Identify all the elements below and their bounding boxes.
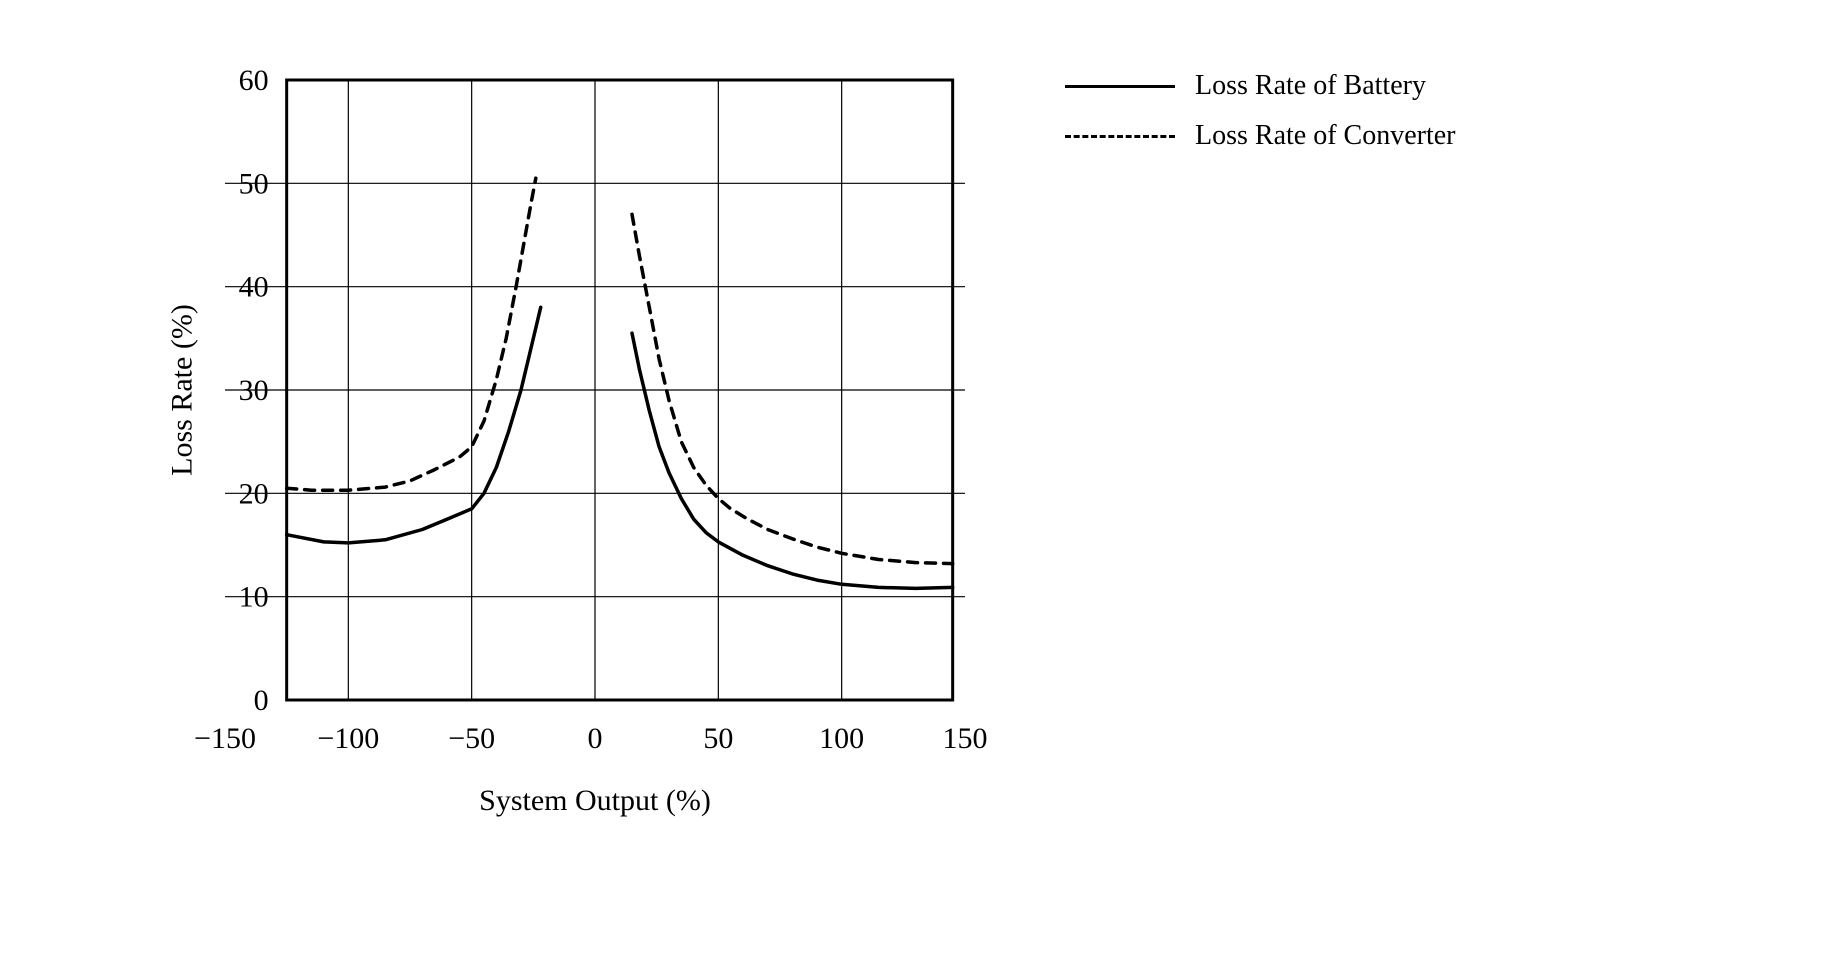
legend-swatch-dashed <box>1065 135 1175 138</box>
y-tick-label: 50 <box>239 167 269 200</box>
x-tick-label: 150 <box>943 722 988 755</box>
x-axis-label: System Output (%) <box>479 784 711 817</box>
x-tick-label: −50 <box>448 722 495 755</box>
x-tick-label: 100 <box>819 722 864 755</box>
y-tick-label: 10 <box>239 581 269 614</box>
y-axis-label: Loss Rate (%) <box>166 304 199 476</box>
legend-swatch-solid <box>1065 85 1175 88</box>
legend-label: Loss Rate of Battery <box>1195 70 1426 102</box>
x-tick-label: 50 <box>703 722 733 755</box>
loss-rate-chart: 0 10 20 30 40 50 60 −150 −100 −50 0 50 100 150 Loss Ra… <box>40 40 1005 840</box>
legend: Loss Rate of Battery Loss Rate of Convert… <box>1065 40 1456 170</box>
x-tick-label: 0 <box>588 722 603 755</box>
legend-item: Loss Rate of Battery <box>1065 70 1456 102</box>
x-tick-label: −100 <box>317 722 379 755</box>
y-tick-label: 30 <box>239 374 269 407</box>
chart-container: 0 10 20 30 40 50 60 −150 −100 −50 0 50 100 150 Loss Ra… <box>40 40 1005 845</box>
y-tick-label: 20 <box>239 477 269 510</box>
y-tick-label: 40 <box>239 271 269 304</box>
chart-wrapper: 0 10 20 30 40 50 60 −150 −100 −50 0 50 100 150 Loss Ra… <box>40 40 1808 845</box>
y-tick-label: 60 <box>239 64 269 97</box>
legend-item: Loss Rate of Converter <box>1065 120 1456 152</box>
legend-label: Loss Rate of Converter <box>1195 120 1456 152</box>
x-tick-label: −150 <box>194 722 256 755</box>
y-tick-label: 0 <box>254 684 269 717</box>
